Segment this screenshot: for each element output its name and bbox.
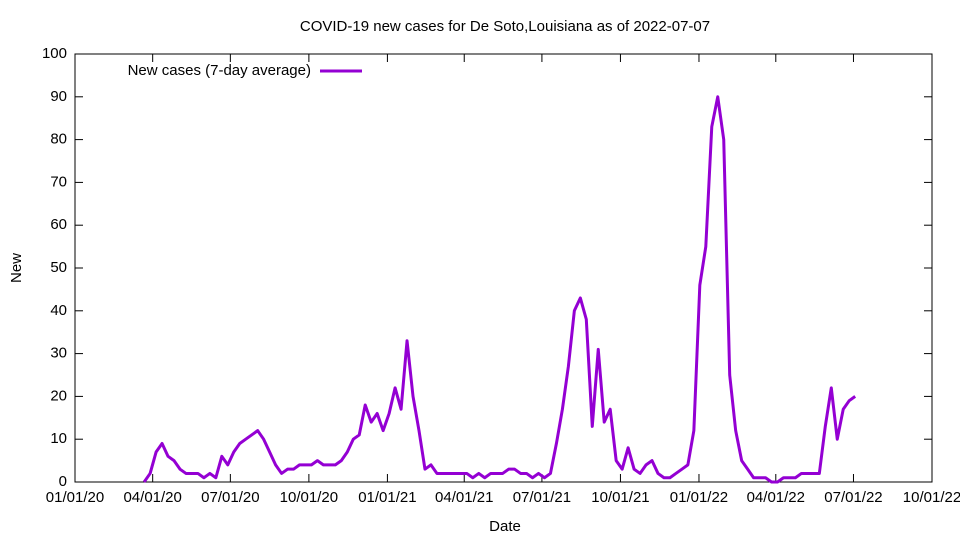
x-tick-label: 01/01/21 [358,489,416,506]
x-tick-label: 07/01/20 [201,489,259,506]
y-tick-label: 70 [50,173,67,190]
x-tick-label: 10/01/20 [280,489,338,506]
y-tick-label: 30 [50,345,67,362]
y-axis-label: New [8,253,25,283]
y-tick-label: 50 [50,259,67,276]
x-tick-label: 07/01/21 [513,489,571,506]
plot-frame [74,53,933,483]
x-tick-label: 10/01/22 [903,489,960,506]
y-tick-label: 80 [50,131,67,148]
y-tick-label: 90 [50,88,67,105]
x-tick-label: 10/01/21 [591,489,649,506]
y-tick-label: 10 [50,430,67,447]
chart-title: COVID-19 new cases for De Soto,Louisiana… [300,18,710,35]
x-axis-label: Date [489,518,521,535]
x-tick-label: 04/01/22 [747,489,805,506]
x-tick-label: 01/01/20 [46,489,104,506]
data-line [142,95,857,484]
y-tick-label: 0 [59,473,67,490]
y-tick-label: 100 [42,45,67,62]
y-tick-label: 60 [50,216,67,233]
y-tick-label: 40 [50,302,67,319]
legend-label: New cases (7-day average) [128,62,311,79]
x-tick-label: 04/01/20 [123,489,181,506]
x-tick-label: 07/01/22 [824,489,882,506]
x-tick-label: 01/01/22 [670,489,728,506]
x-tick-label: 04/01/21 [435,489,493,506]
y-tick-label: 20 [50,387,67,404]
